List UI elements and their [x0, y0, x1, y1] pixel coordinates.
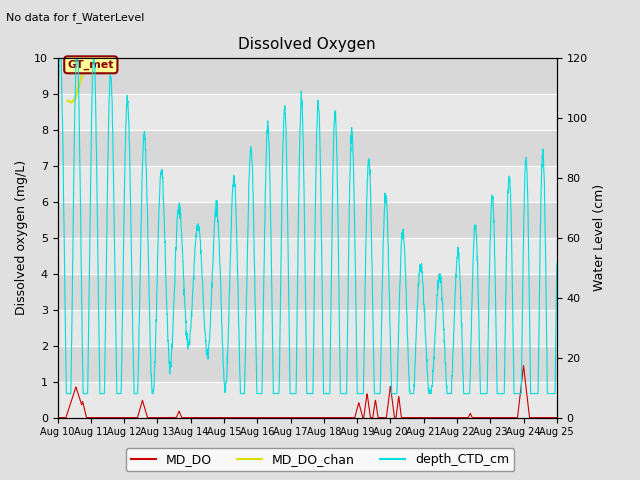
- Bar: [58, 238, 557, 274]
- Bar: [58, 130, 557, 166]
- Bar: [58, 202, 557, 238]
- Bar: [58, 382, 557, 418]
- Text: GT_met: GT_met: [68, 60, 114, 70]
- Y-axis label: Water Level (cm): Water Level (cm): [593, 184, 606, 291]
- Legend: MD_DO, MD_DO_chan, depth_CTD_cm: MD_DO, MD_DO_chan, depth_CTD_cm: [126, 448, 514, 471]
- Title: Dissolved Oxygen: Dissolved Oxygen: [238, 37, 376, 52]
- Text: No data for f_WaterLevel: No data for f_WaterLevel: [6, 12, 145, 23]
- Bar: [58, 310, 557, 346]
- Bar: [58, 58, 557, 94]
- Bar: [58, 346, 557, 382]
- Y-axis label: Dissolved oxygen (mg/L): Dissolved oxygen (mg/L): [15, 160, 28, 315]
- Bar: [58, 166, 557, 202]
- Bar: [58, 274, 557, 310]
- Bar: [58, 94, 557, 130]
